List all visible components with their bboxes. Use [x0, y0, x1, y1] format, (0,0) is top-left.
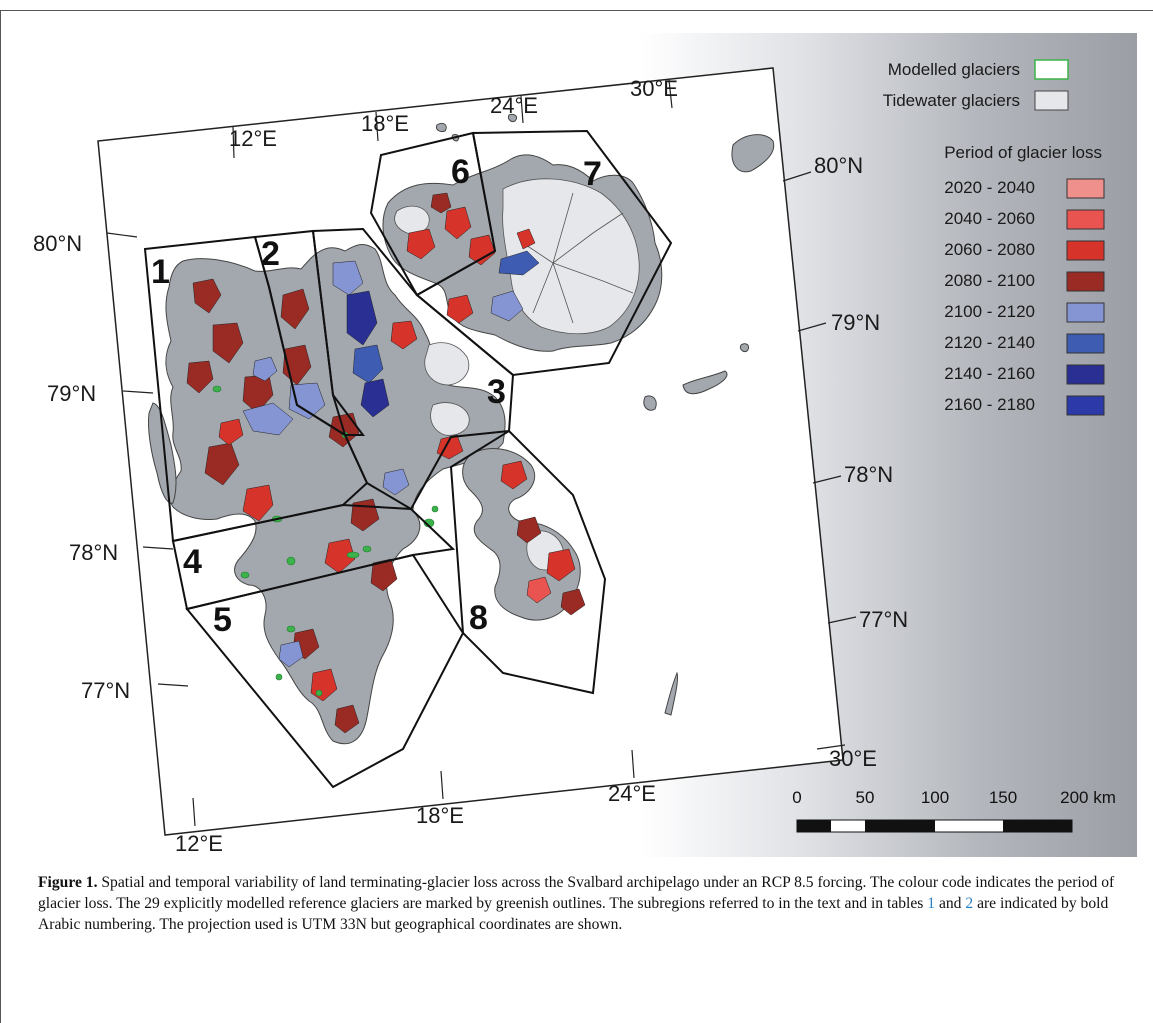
top-rule	[0, 10, 1153, 11]
island-small-1	[643, 395, 657, 411]
legend-tidewater-label: Tidewater glaciers	[883, 91, 1020, 110]
region-label-5: 5	[213, 601, 232, 639]
lat-label-left-79: 79°N	[47, 381, 96, 406]
legend-period-label: 2160 - 2180	[944, 395, 1035, 414]
scale-bar: 0 50 100 150 200 km	[792, 788, 1116, 833]
glacier-loss-patches	[186, 192, 586, 734]
island-spitsbergen	[165, 244, 506, 745]
island-kvitoya	[731, 134, 775, 173]
region-7-boundary	[415, 129, 673, 377]
legend-period-swatch	[1066, 395, 1105, 416]
legend-periods: 2020 - 2040 2040 - 2060 2060 - 2080 2080 - …	[944, 178, 1105, 416]
scale-tick-150: 150	[989, 788, 1017, 807]
lat-label-left-77: 77°N	[81, 678, 130, 703]
svalbard-map-svg: 12°E 18°E 24°E 30°E 12°E 18°E 24°E 30°E …	[33, 59, 1116, 856]
region-label-2: 2	[261, 235, 280, 273]
lon-label-bottom-30: 30°E	[829, 746, 877, 771]
legend-period-swatch	[1066, 333, 1105, 354]
legend-period-label: 2080 - 2100	[944, 271, 1035, 290]
island-hopen	[664, 671, 678, 716]
region-8-boundary	[449, 429, 607, 695]
lat-label-right-80: 80°N	[814, 153, 863, 178]
legend-period-swatch	[1066, 364, 1105, 385]
island-small-2	[740, 343, 750, 352]
island-kongkarls	[682, 370, 728, 395]
scale-tick-50: 50	[856, 788, 875, 807]
caption-text-2: are indicated by bold Arabic numbering. …	[38, 895, 1109, 933]
scale-tick-0: 0	[792, 788, 801, 807]
lon-label-top-18: 18°E	[361, 111, 409, 136]
table-link-1[interactable]: 1	[927, 895, 936, 912]
island-forland	[148, 402, 177, 504]
legend-period-label: 2120 - 2140	[944, 333, 1035, 352]
island-small-5	[508, 114, 518, 122]
region-label-3: 3	[487, 373, 506, 411]
table-link-2[interactable]: 2	[965, 895, 974, 912]
graticule-ticks	[106, 79, 857, 827]
scale-seg-1	[797, 820, 831, 832]
lat-label-left-78: 78°N	[69, 540, 118, 565]
legend-period-label: 2020 - 2040	[944, 178, 1035, 197]
caption-text-1: Spatial and temporal variability of land…	[38, 874, 1115, 912]
legend-tidewater-swatch	[1034, 90, 1069, 111]
legend-period-label: 2060 - 2080	[944, 240, 1035, 259]
region-5-boundary	[185, 553, 465, 789]
region-3-boundary	[311, 227, 515, 511]
left-rule	[0, 10, 1, 1023]
lat-label-right-77: 77°N	[859, 607, 908, 632]
scale-tick-100: 100	[921, 788, 949, 807]
region-label-6: 6	[451, 153, 470, 191]
island-small-3	[436, 122, 447, 132]
legend-period-label: 2140 - 2160	[944, 364, 1035, 383]
lon-label-bottom-24: 24°E	[608, 781, 656, 806]
scale-tick-200: 200 km	[1060, 788, 1116, 807]
region-label-8: 8	[469, 599, 488, 637]
lon-label-top-24: 24°E	[490, 93, 538, 118]
lat-label-right-78: 78°N	[844, 462, 893, 487]
legend-period-label: 2040 - 2060	[944, 209, 1035, 228]
legend-period-swatch	[1066, 271, 1105, 292]
legend-modelled-label: Modelled glaciers	[888, 60, 1020, 79]
figure-caption: Figure 1. Spatial and temporal variabili…	[38, 872, 1128, 935]
figure-map: 12°E 18°E 24°E 30°E 12°E 18°E 24°E 30°E …	[33, 33, 1137, 857]
legend-period-swatch	[1066, 178, 1105, 199]
tidewater-divides	[522, 192, 634, 324]
scale-seg-2	[865, 820, 935, 832]
caption-text-and: and	[935, 895, 966, 912]
legend-period-swatch	[1066, 302, 1105, 323]
legend-modelled-swatch	[1034, 59, 1069, 80]
caption-label: Figure 1.	[38, 874, 98, 891]
legend-period-title: Period of glacier loss	[944, 143, 1102, 162]
scale-seg-3	[1003, 820, 1072, 832]
region-label-7: 7	[583, 155, 602, 193]
lon-label-bottom-18: 18°E	[416, 803, 464, 828]
lat-label-left-80: 80°N	[33, 231, 82, 256]
lon-label-bottom-12: 12°E	[175, 831, 223, 856]
lon-label-top-12: 12°E	[229, 126, 277, 151]
legend-period-swatch	[1066, 240, 1105, 261]
region-label-1: 1	[151, 253, 170, 291]
lat-label-right-79: 79°N	[831, 310, 880, 335]
lon-label-top-30: 30°E	[630, 76, 678, 101]
region-label-4: 4	[183, 543, 202, 581]
subregion-boundaries	[143, 129, 673, 789]
legend-period-swatch	[1066, 209, 1105, 230]
legend-period-label: 2100 - 2120	[944, 302, 1035, 321]
legend: Modelled glaciers Tidewater glaciers Per…	[883, 59, 1105, 416]
